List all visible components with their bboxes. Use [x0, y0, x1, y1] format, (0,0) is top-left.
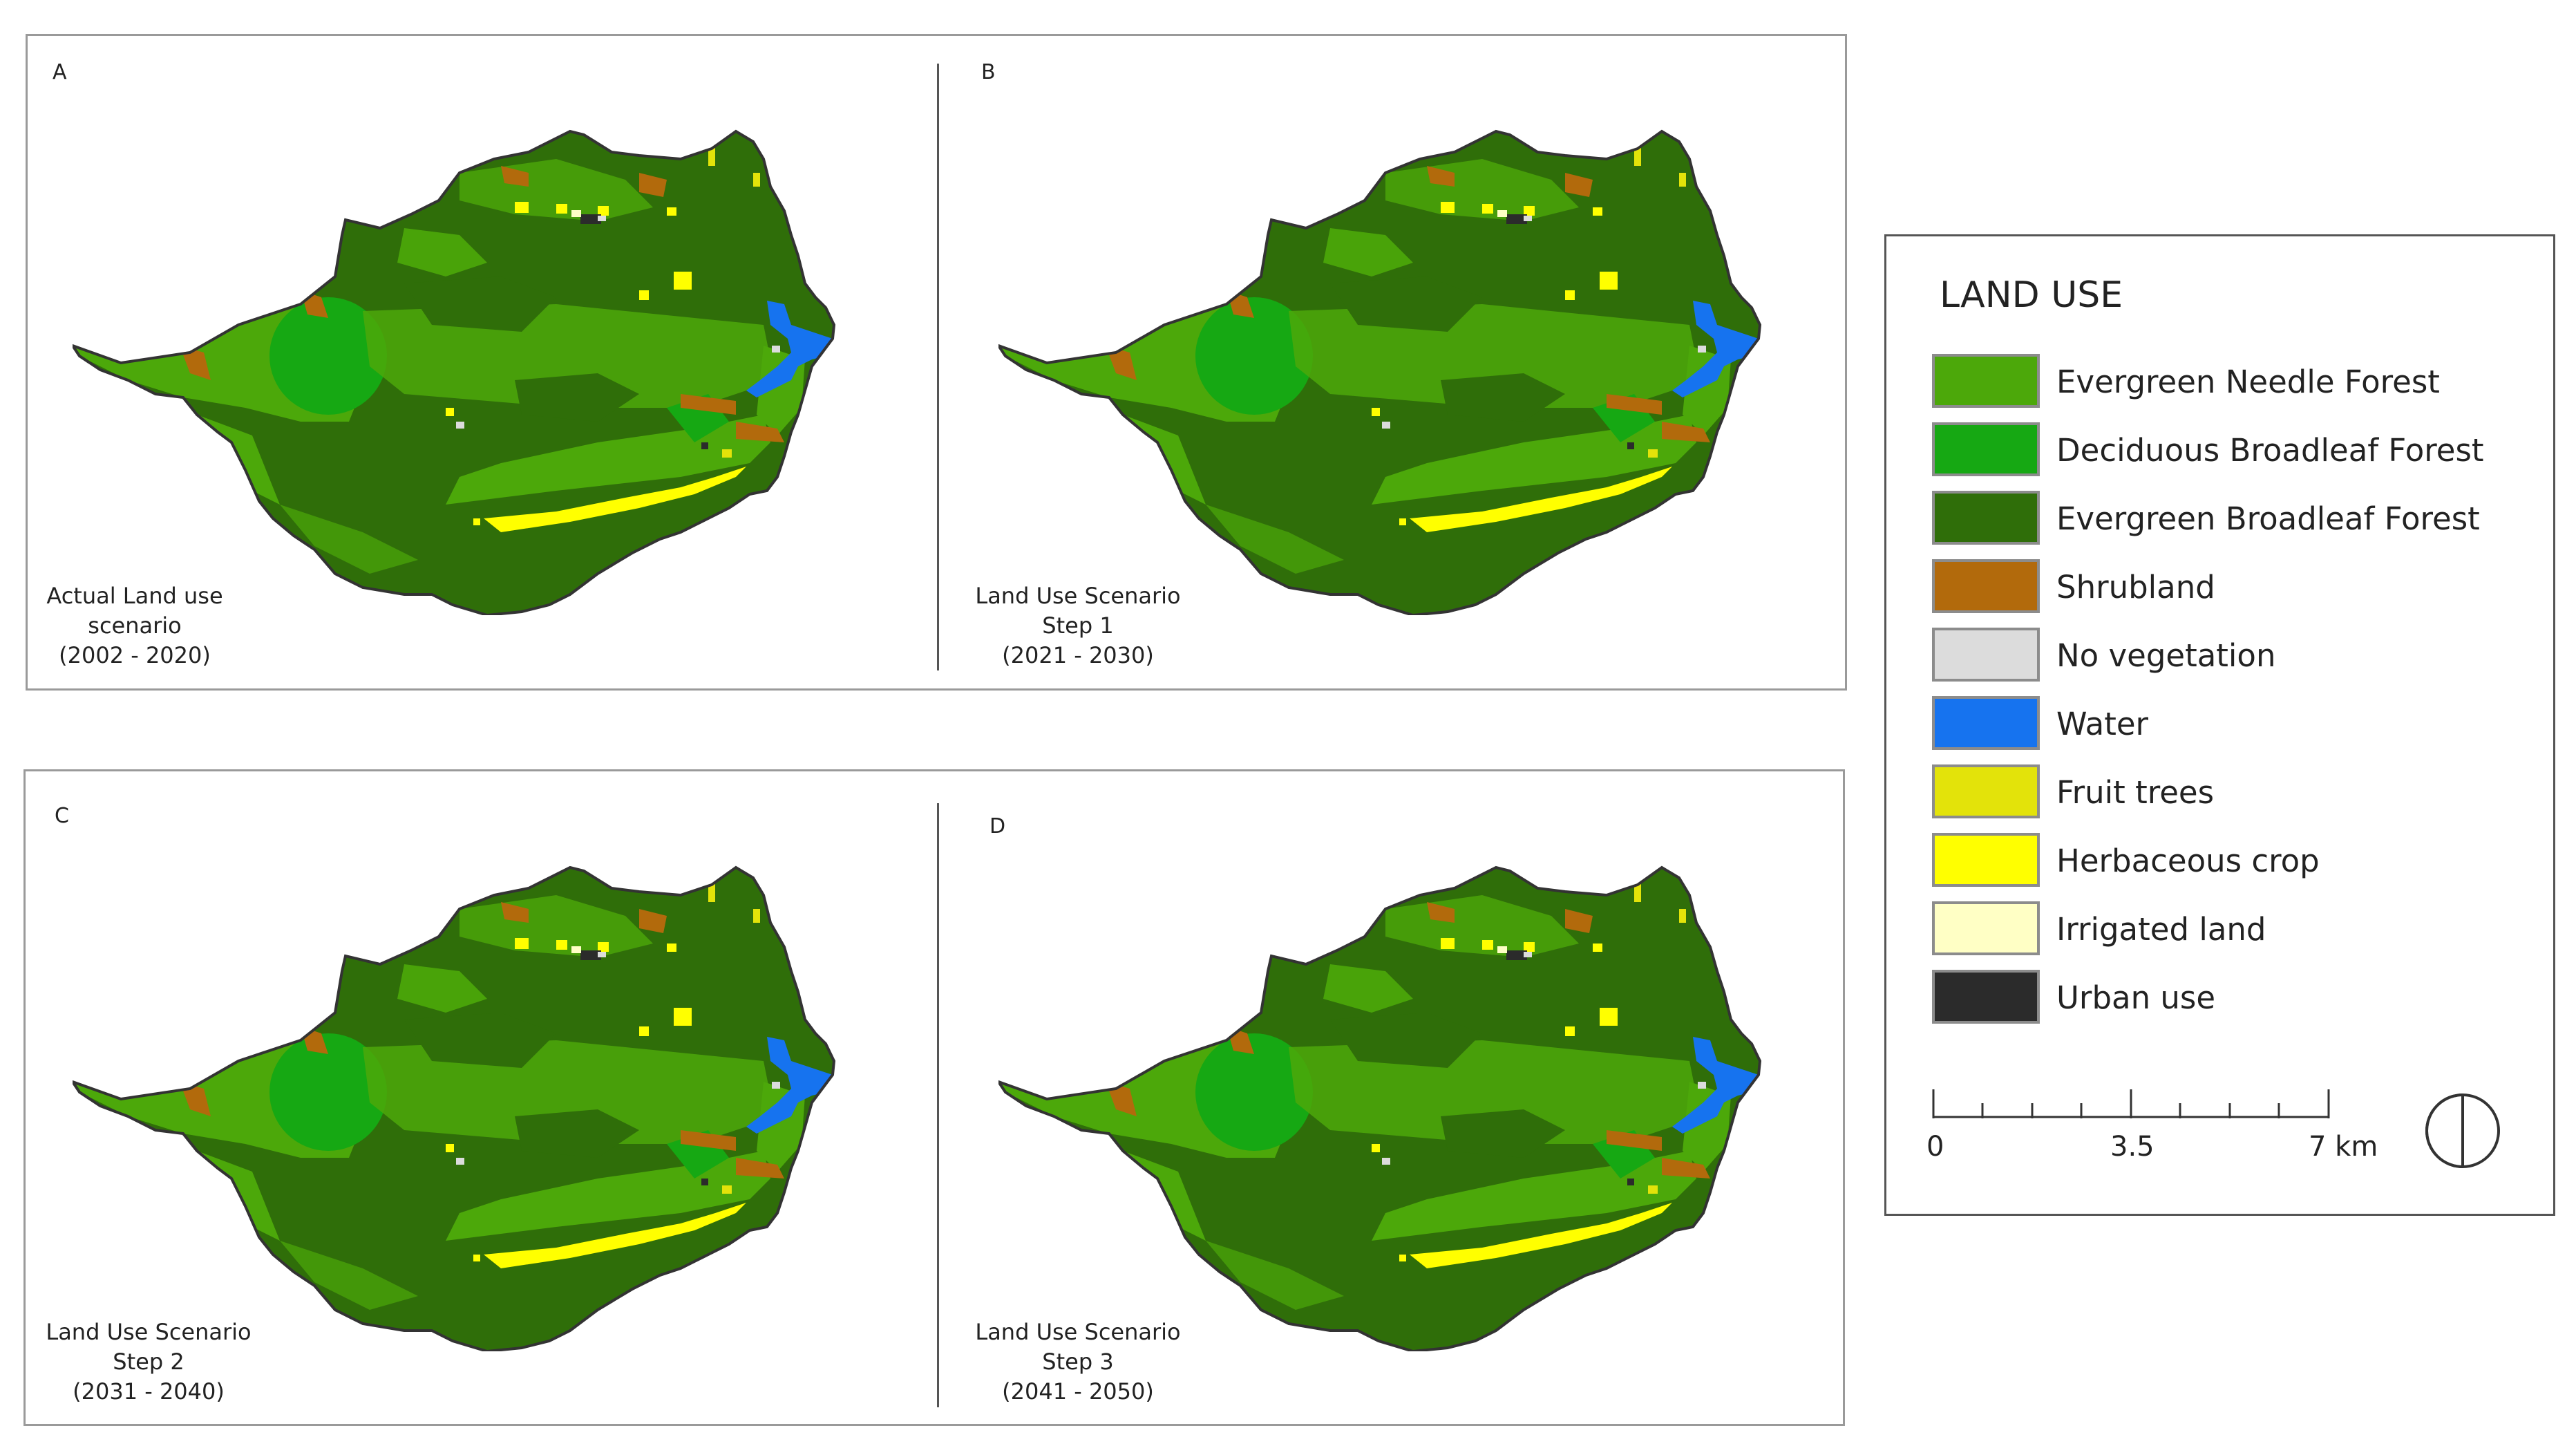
legend-item-evergreen-broadleaf-forest: Evergreen Broadleaf Forest: [1932, 491, 2540, 546]
panel-c-letter: C: [55, 804, 69, 828]
legend-title: LAND USE: [1940, 274, 2123, 316]
scale-bar: 0 3.5 7 km: [1926, 1087, 2378, 1163]
legend-swatch: [1932, 764, 2040, 818]
legend-label: Fruit trees: [2056, 774, 2215, 811]
legend-label: Evergreen Broadleaf Forest: [2056, 500, 2480, 537]
legend-swatch: [1932, 422, 2040, 476]
legend-label: Herbaceous crop: [2056, 843, 2320, 879]
legend-label: Evergreen Needle Forest: [2056, 364, 2440, 400]
panel-d-caption-line1: Land Use Scenario: [975, 1319, 1181, 1345]
panel-b-caption-line1: Land Use Scenario: [975, 583, 1181, 609]
scale-tick-end: 7 km: [2309, 1131, 2378, 1163]
legend-label: Urban use: [2056, 979, 2216, 1016]
panel-d-map: [998, 854, 1828, 1351]
panel-c-caption-line2: Step 2: [113, 1349, 184, 1375]
legend-swatch: [1932, 559, 2040, 613]
legend-box: LAND USE Evergreen Needle Forest Deciduo…: [1884, 234, 2555, 1216]
legend-item-no-vegetation: No vegetation: [1932, 628, 2540, 683]
panel-a-map: [73, 118, 902, 615]
panel-c-caption-line3: (2031 - 2040): [73, 1378, 225, 1405]
panel-b-caption-line2: Step 1: [1042, 612, 1114, 639]
legend-label: Deciduous Broadleaf Forest: [2056, 432, 2484, 469]
legend-item-evergreen-needle-forest: Evergreen Needle Forest: [1932, 354, 2540, 409]
legend-swatch: [1932, 970, 2040, 1024]
panel-a-caption-line1: Actual Land use: [46, 583, 223, 609]
legend-item-irrigated-land: Irrigated land: [1932, 901, 2540, 957]
legend-swatch: [1932, 628, 2040, 682]
legend-label: No vegetation: [2056, 637, 2276, 674]
legend-item-deciduous-broadleaf-forest: Deciduous Broadleaf Forest: [1932, 422, 2540, 478]
panel-a-letter: A: [53, 60, 67, 84]
legend-swatch: [1932, 833, 2040, 887]
scale-tick-mid: 3.5: [2110, 1131, 2154, 1163]
panel-d-caption-line2: Step 3: [1042, 1349, 1114, 1375]
panel-c-map: [73, 854, 902, 1351]
panel-c-caption: Land Use Scenario Step 2 (2031 - 2040): [35, 1317, 263, 1407]
scale-bar-graphic: [1932, 1089, 2330, 1118]
legend-item-shrubland: Shrubland: [1932, 559, 2540, 614]
legend-swatch: [1932, 354, 2040, 408]
panel-d-caption-line3: (2041 - 2050): [1002, 1378, 1154, 1405]
panel-b-letter: B: [981, 60, 996, 84]
legend-item-water: Water: [1932, 696, 2540, 751]
panel-c-caption-line1: Land Use Scenario: [46, 1319, 252, 1345]
legend-swatch: [1932, 901, 2040, 955]
panel-d-letter: D: [989, 814, 1006, 838]
panel-b-caption: Land Use Scenario Step 1 (2021 - 2030): [957, 581, 1199, 670]
legend-swatch: [1932, 491, 2040, 545]
legend-label: Shrubland: [2056, 569, 2215, 606]
legend-item-fruit-trees: Fruit trees: [1932, 764, 2540, 820]
panel-a-caption-line3: (2002 - 2020): [59, 642, 211, 668]
panel-a-caption: Actual Land use scenario (2002 - 2020): [28, 581, 242, 670]
legend-item-urban-use: Urban use: [1932, 970, 2540, 1025]
panel-d-caption: Land Use Scenario Step 3 (2041 - 2050): [957, 1317, 1199, 1407]
panel-b-map: [998, 118, 1828, 615]
top-divider: [937, 64, 939, 670]
bottom-divider: [937, 803, 939, 1407]
panel-b-caption-line3: (2021 - 2030): [1002, 642, 1154, 668]
legend-label: Irrigated land: [2056, 911, 2266, 948]
legend-item-herbaceous-crop: Herbaceous crop: [1932, 833, 2540, 888]
legend-swatch: [1932, 696, 2040, 750]
panel-a-caption-line2: scenario: [88, 612, 182, 639]
scale-tick-0: 0: [1926, 1131, 1944, 1163]
north-arrow-icon: [2425, 1093, 2500, 1168]
legend-label: Water: [2056, 706, 2149, 742]
